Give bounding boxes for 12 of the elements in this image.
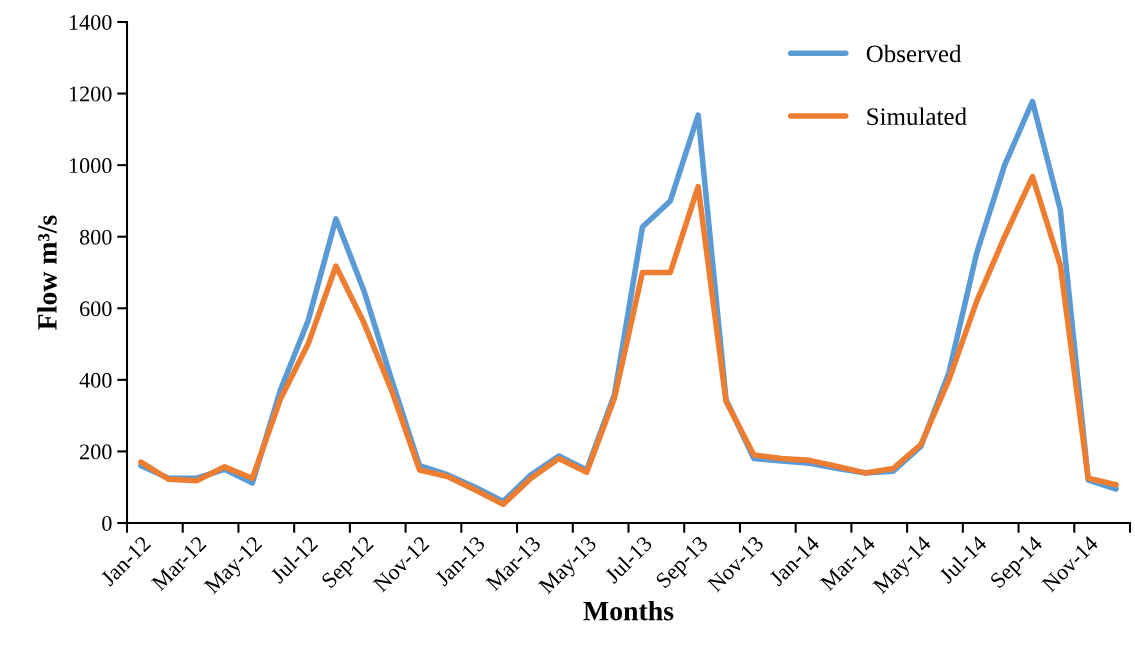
y-tick-label: 1200 <box>69 86 112 102</box>
y-tick-label: 600 <box>80 301 112 317</box>
legend-label: Simulated <box>867 107 967 126</box>
y-tick-label: 200 <box>80 444 112 460</box>
y-tick-label: 1000 <box>69 158 112 174</box>
legend-label: Observed <box>866 44 962 63</box>
y-tick-label: 1400 <box>69 14 112 30</box>
y-tick-label: 0 <box>102 515 112 531</box>
y-tick-label: 400 <box>79 372 112 388</box>
y-tick-label: 800 <box>79 229 112 245</box>
x-axis-title: Months <box>583 600 674 621</box>
y-axis-title: Flow m³/s <box>37 215 57 330</box>
